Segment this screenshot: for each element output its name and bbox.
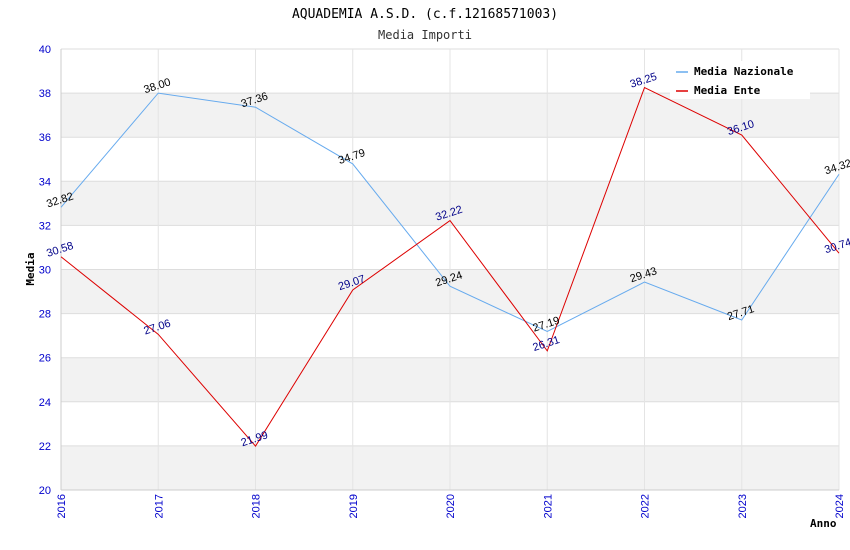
series-line-media-nazionale: [60, 92, 840, 333]
legend: Media Nazionale Media Ente: [670, 61, 810, 99]
series-lines: [60, 86, 840, 447]
legend-label-media-ente: Media Ente: [694, 84, 761, 97]
x-tick-label: 2019: [348, 494, 360, 518]
x-tick-label: 2020: [445, 494, 457, 518]
y-tick-label: 22: [39, 441, 51, 453]
x-tick-label: 2017: [153, 494, 165, 518]
x-tick-label: 2018: [251, 494, 263, 518]
y-tick-label: 32: [39, 220, 51, 232]
y-tick-label: 38: [39, 88, 51, 100]
chart-subtitle: Media Importi: [378, 28, 472, 42]
series-line-media-ente: [60, 86, 840, 447]
x-tick-label: 2024: [834, 494, 846, 518]
x-tick-label: 2022: [640, 494, 652, 518]
y-axis-label: Media: [24, 252, 37, 285]
x-tick-labels: 2016 2017 2018 2019 2020 2021 2022 2023 2024: [56, 494, 846, 518]
y-tick-label: 20: [39, 485, 51, 497]
x-tick-label: 2016: [56, 494, 68, 518]
y-tick-label: 36: [39, 132, 51, 144]
y-tick-label: 26: [39, 353, 51, 365]
x-tick-label: 2021: [542, 494, 554, 518]
chart-title: AQUADEMIA A.S.D. (c.f.12168571003): [292, 7, 558, 22]
legend-label-media-nazionale: Media Nazionale: [694, 65, 794, 78]
x-tick-label: 2023: [737, 494, 749, 518]
x-axis-label: Anno: [810, 517, 837, 530]
y-tick-labels: 20 22 24 26 28 30 32 34 36 38 40: [39, 44, 51, 497]
y-tick-label: 34: [39, 176, 51, 188]
legend-box: [670, 61, 810, 99]
y-tick-label: 24: [39, 397, 51, 409]
y-tick-label: 30: [39, 265, 51, 277]
axes: [60, 49, 839, 491]
y-tick-label: 28: [39, 309, 51, 321]
y-tick-label: 40: [39, 44, 51, 56]
